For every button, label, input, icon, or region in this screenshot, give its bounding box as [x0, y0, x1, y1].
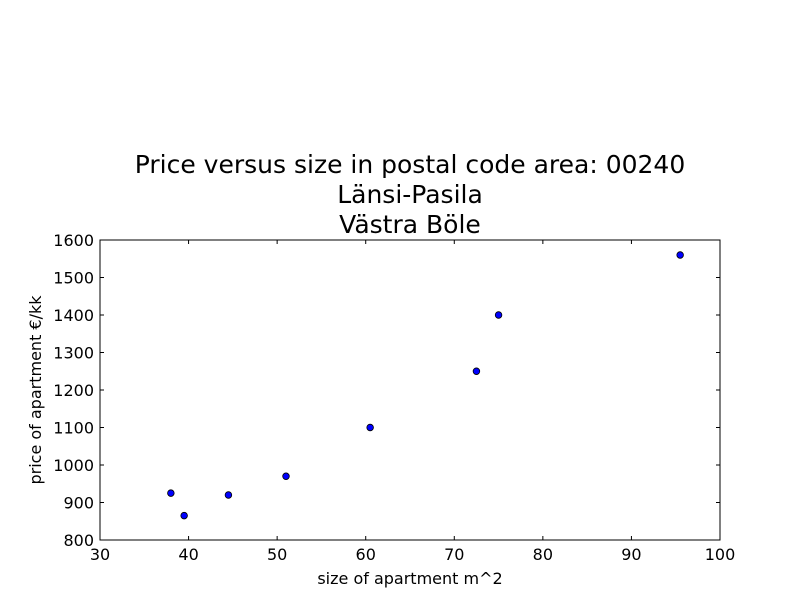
y-tick-label: 800 — [63, 531, 94, 550]
x-tick-label: 90 — [621, 545, 641, 564]
x-tick-label: 70 — [444, 545, 464, 564]
title-line-2: Länsi-Pasila — [337, 180, 483, 209]
y-tick-label: 1100 — [53, 419, 94, 438]
data-point-3 — [224, 491, 233, 499]
y-axis-label: price of apartment €/kk — [26, 295, 45, 485]
y-tick-label: 1000 — [53, 456, 94, 475]
x-axis-label: size of apartment m^2 — [317, 569, 502, 588]
plot-area-frame — [99, 239, 721, 541]
x-tick-label: 60 — [356, 545, 376, 564]
y-tick-label: 1200 — [53, 381, 94, 400]
data-points — [167, 251, 684, 520]
y-tick-label: 1600 — [53, 231, 94, 250]
x-axis-ticks: 30 40 50 60 70 80 90 100 — [90, 240, 735, 564]
y-tick-label: 1500 — [53, 269, 94, 288]
data-point-8 — [676, 251, 684, 259]
title-line-1: Price versus size in postal code area: 0… — [135, 150, 685, 179]
x-tick-label: 80 — [533, 545, 553, 564]
data-point-5 — [366, 423, 374, 432]
data-point-6 — [472, 367, 481, 375]
chart-title: Price versus size in postal code area: 0… — [135, 150, 685, 239]
y-tick-label: 1300 — [53, 344, 94, 363]
title-line-3: Västra Böle — [339, 210, 481, 239]
data-point-7 — [494, 311, 503, 319]
x-tick-label: 30 — [90, 545, 110, 564]
data-point-1 — [167, 489, 175, 497]
x-tick-label: 100 — [705, 545, 736, 564]
y-axis-ticks: 800 900 1000 1100 1200 1300 1400 1500 1600 — [53, 231, 720, 550]
data-point-2 — [180, 511, 188, 520]
x-tick-label: 40 — [178, 545, 198, 564]
data-point-4 — [282, 472, 290, 480]
x-tick-label: 50 — [267, 545, 287, 564]
y-tick-label: 1400 — [53, 306, 94, 325]
y-tick-label: 900 — [63, 494, 94, 513]
